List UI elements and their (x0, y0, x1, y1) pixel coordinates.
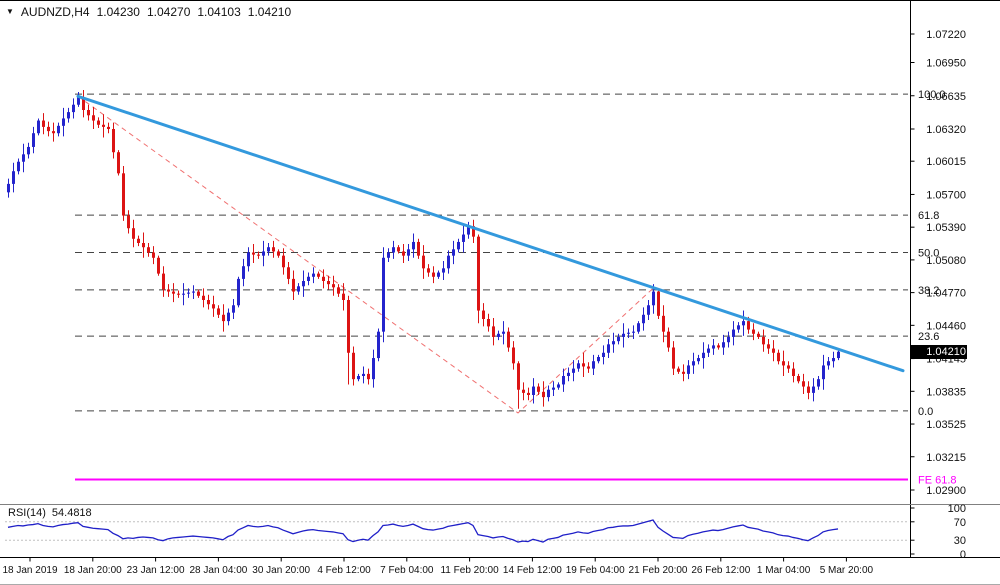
time-label: 30 Jan 20:00 (252, 565, 310, 576)
symbol-timeframe: AUDNZD,H4 (20, 5, 90, 19)
time-label: 1 Mar 04:00 (757, 565, 811, 576)
price-tick-label: 1.04770 (926, 288, 966, 300)
price-tick-label: 1.03215 (926, 452, 966, 464)
quote-high: 1.04270 (146, 5, 191, 19)
time-label: 28 Jan 04:00 (189, 565, 247, 576)
price-tick-label: 1.04460 (926, 320, 966, 332)
time-label: 11 Feb 20:00 (440, 565, 499, 576)
price-tick-label: 1.05080 (926, 255, 966, 267)
price-tick-label: 1.05700 (926, 189, 966, 201)
time-label: 21 Feb 20:00 (629, 565, 688, 576)
rsi-indicator: 100 70 30 0 (5, 503, 966, 561)
rsi-scale-label: 70 (954, 517, 966, 529)
chart-header: ▼ AUDNZD,H4 1.04230 1.04270 1.04103 1.04… (6, 5, 291, 19)
price-tick-label: 1.06635 (926, 91, 966, 103)
time-label: 7 Feb 04:00 (380, 565, 434, 576)
fib-level-label: 61.8 (918, 210, 939, 222)
fib-expansion-label: FE 61.8 (918, 474, 957, 486)
time-label: 14 Feb 12:00 (503, 565, 562, 576)
fib-expansion-anchor-line (77, 95, 654, 414)
price-tick-label: 1.06950 (926, 58, 966, 70)
window-icon: ▼ (6, 7, 14, 16)
price-tick-label: 1.06320 (926, 124, 966, 136)
time-label: 5 Mar 20:00 (820, 565, 874, 576)
time-label: 4 Feb 12:00 (317, 565, 371, 576)
time-label: 26 Feb 12:00 (691, 565, 750, 576)
trendline[interactable] (76, 94, 905, 373)
current-price-badge: 1.04210 (911, 345, 967, 359)
fib-level-label: 23.6 (918, 331, 939, 343)
fib-level-label: 0.0 (918, 406, 933, 418)
time-label: 18 Jan 2019 (2, 565, 57, 576)
quote-low: 1.04103 (197, 5, 241, 19)
fib-level-label: 100.0 (918, 89, 946, 101)
candles[interactable] (7, 89, 840, 409)
price-tick-label: 1.02900 (926, 485, 966, 497)
rsi-value: 54.4818 (51, 507, 92, 519)
rsi-scale-label: 0 (960, 549, 966, 561)
quote-open: 1.04230 (96, 5, 140, 19)
time-label: 18 Jan 20:00 (64, 565, 122, 576)
time-label: 23 Jan 12:00 (127, 565, 185, 576)
price-tick-label: 1.07220 (926, 29, 966, 41)
price-tick-label: 1.03525 (926, 419, 966, 431)
fib-level-label: 38.2 (918, 285, 939, 297)
rsi-scale-label: 100 (948, 503, 966, 515)
quote-close: 1.04210 (247, 5, 292, 19)
time-label: 19 Feb 04:00 (566, 565, 625, 576)
fib-level-label: 50.0 (918, 248, 939, 260)
fibonacci-levels: 100.0 61.8 50.0 38.2 23.6 0.0 (75, 89, 946, 418)
price-tick-label: 1.05390 (926, 222, 966, 234)
rsi-indicator-label: RSI(14) 54.4818 (8, 507, 92, 519)
rsi-line (7, 519, 839, 543)
time-axis[interactable]: 18 Jan 2019 18 Jan 20:00 23 Jan 12:00 28 Ja… (2, 557, 874, 577)
price-tick-label: 1.06015 (926, 156, 966, 168)
price-tick-label: 1.03835 (926, 386, 966, 398)
rsi-name: RSI(14) (8, 507, 46, 519)
rsi-scale-label: 30 (954, 535, 966, 547)
